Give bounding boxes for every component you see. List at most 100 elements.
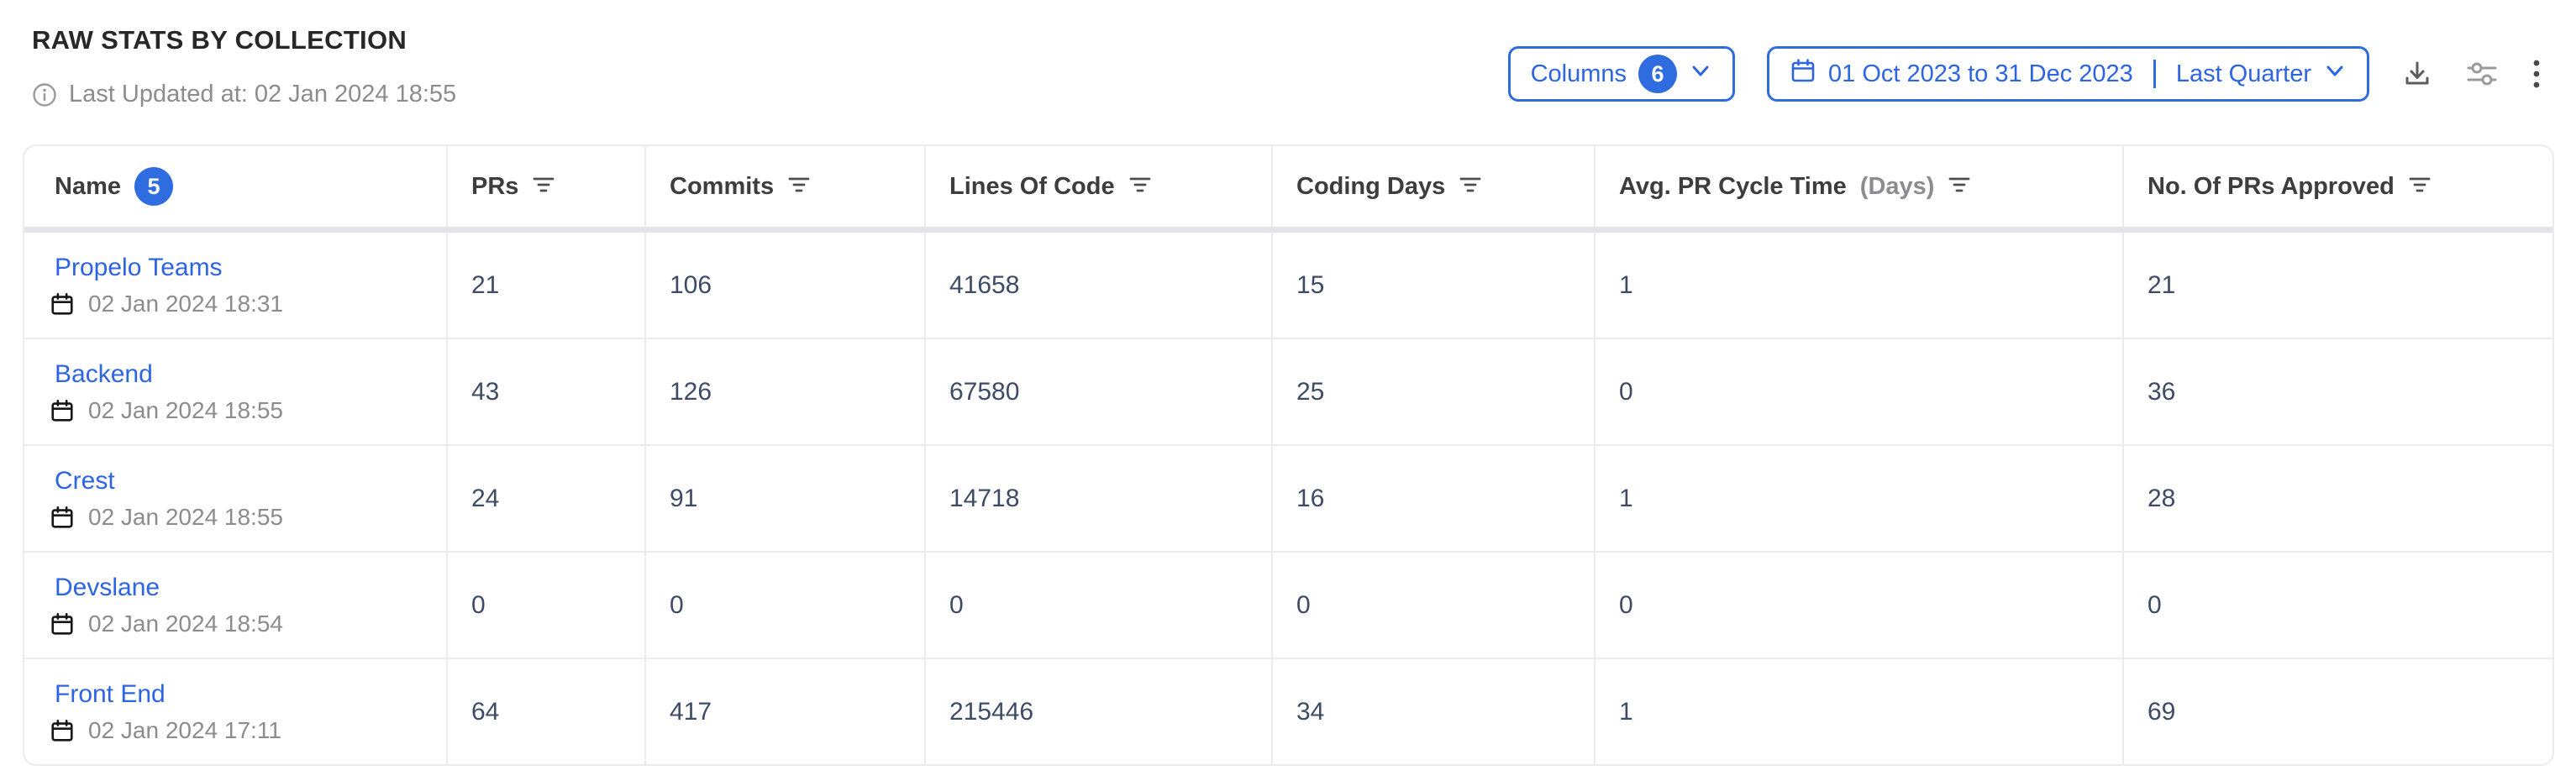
column-label: Commits xyxy=(670,172,775,200)
cell-coding_days: 34 xyxy=(1271,659,1594,764)
table-row: Propelo Teams 02 Jan 2024 18:31 21 106 41658… xyxy=(24,233,2552,339)
cell-prs_approved: 28 xyxy=(2122,446,2552,551)
cell-avg_pr_cycle: 1 xyxy=(1594,446,2122,551)
calendar-icon xyxy=(50,291,75,317)
collection-link[interactable]: Propelo Teams xyxy=(55,253,223,281)
column-header-avg_pr_cycle: Avg. PR Cycle Time (Days) xyxy=(1594,146,2122,227)
cell-loc: 215446 xyxy=(924,659,1271,764)
columns-button-label: Columns xyxy=(1530,60,1627,87)
column-header-commits: Commits xyxy=(644,146,924,227)
sliders-icon[interactable] xyxy=(2465,58,2499,90)
column-header-loc: Lines Of Code xyxy=(924,146,1271,227)
calendar-icon xyxy=(50,718,75,743)
name-count-badge: 5 xyxy=(134,167,173,206)
cell-loc: 41658 xyxy=(924,233,1271,338)
column-header-prs_approved: No. Of PRs Approved xyxy=(2122,146,2552,227)
collection-link[interactable]: Devslane xyxy=(55,573,160,601)
filter-lines-icon[interactable] xyxy=(532,173,555,201)
cell-avg_pr_cycle: 0 xyxy=(1594,339,2122,444)
calendar-icon xyxy=(50,611,75,637)
cell-prs: 43 xyxy=(446,339,644,444)
stats-table: Name 5 PRs Commits Lines Of Code Coding Days A… xyxy=(23,144,2554,766)
column-label: Coding Days xyxy=(1296,172,1446,200)
calendar-icon xyxy=(1790,57,1816,91)
cell-loc: 0 xyxy=(924,553,1271,658)
cell-avg_pr_cycle: 1 xyxy=(1594,233,2122,338)
chevron-down-icon xyxy=(1689,59,1712,89)
row-updated-text: 02 Jan 2024 18:55 xyxy=(88,396,283,423)
filter-lines-icon[interactable] xyxy=(1948,173,1971,201)
calendar-icon xyxy=(50,505,75,530)
column-label: No. Of PRs Approved xyxy=(2148,172,2395,200)
cell-prs_approved: 36 xyxy=(2122,339,2552,444)
row-updated: 02 Jan 2024 18:55 xyxy=(50,504,283,531)
kebab-menu-icon[interactable] xyxy=(2531,57,2542,91)
cell-loc: 67580 xyxy=(924,339,1271,444)
name-cell: Devslane 02 Jan 2024 18:54 xyxy=(24,553,446,658)
cell-coding_days: 0 xyxy=(1271,553,1594,658)
filter-lines-icon[interactable] xyxy=(1128,173,1152,201)
row-updated-text: 02 Jan 2024 17:11 xyxy=(88,716,281,743)
row-updated: 02 Jan 2024 18:55 xyxy=(50,397,283,424)
cell-prs: 64 xyxy=(446,659,644,764)
date-preset-text: Last Quarter xyxy=(2175,60,2311,87)
columns-count-badge: 6 xyxy=(1638,55,1678,93)
column-label: PRs xyxy=(471,172,519,200)
topbar: RAW STATS BY COLLECTION Last Updated at:… xyxy=(0,0,2576,144)
last-updated-text: Last Updated at: 02 Jan 2024 18:55 xyxy=(69,81,457,107)
row-updated: 02 Jan 2024 18:54 xyxy=(50,611,283,637)
cell-commits: 106 xyxy=(644,233,924,338)
toolbar: Columns 6 01 Oct 2023 to 31 Dec 2023 xyxy=(1507,46,2542,102)
table-row: Devslane 02 Jan 2024 18:54 0 0 0 0 0 0 xyxy=(24,553,2552,659)
column-label: Name xyxy=(55,172,121,200)
cell-avg_pr_cycle: 1 xyxy=(1594,659,2122,764)
row-updated-text: 02 Jan 2024 18:54 xyxy=(88,610,283,637)
row-updated-text: 02 Jan 2024 18:55 xyxy=(88,503,283,530)
date-range-text: 01 Oct 2023 to 31 Dec 2023 xyxy=(1828,60,2133,87)
column-label-suffix: (Days) xyxy=(1859,172,1935,200)
last-updated: Last Updated at: 02 Jan 2024 18:55 xyxy=(32,81,456,108)
column-header-name: Name 5 xyxy=(24,146,446,227)
cell-commits: 126 xyxy=(644,339,924,444)
cell-prs: 21 xyxy=(446,233,644,338)
name-cell: Crest 02 Jan 2024 18:55 xyxy=(24,446,446,551)
collection-link[interactable]: Crest xyxy=(55,466,115,495)
cell-prs_approved: 0 xyxy=(2122,553,2552,658)
table-row: Front End 02 Jan 2024 17:11 64 417 215446 34 1… xyxy=(24,659,2552,764)
cell-coding_days: 25 xyxy=(1271,339,1594,444)
calendar-icon xyxy=(50,398,75,423)
cell-commits: 417 xyxy=(644,659,924,764)
column-label: Lines Of Code xyxy=(949,172,1115,200)
name-cell: Propelo Teams 02 Jan 2024 18:31 xyxy=(24,233,446,338)
table-row: Crest 02 Jan 2024 18:55 24 91 14718 16 1 28 xyxy=(24,446,2552,553)
column-header-prs: PRs xyxy=(446,146,644,227)
table-header-row: Name 5 PRs Commits Lines Of Code Coding Days A… xyxy=(24,146,2552,233)
name-cell: Front End 02 Jan 2024 17:11 xyxy=(24,659,446,764)
cell-prs_approved: 69 xyxy=(2122,659,2552,764)
columns-button[interactable]: Columns 6 xyxy=(1507,46,1736,102)
filter-lines-icon[interactable] xyxy=(1459,173,1482,201)
filter-lines-icon[interactable] xyxy=(2408,173,2431,201)
collection-link[interactable]: Backend xyxy=(55,359,153,388)
cell-prs_approved: 21 xyxy=(2122,233,2552,338)
row-updated: 02 Jan 2024 17:11 xyxy=(50,717,281,744)
table-body: Propelo Teams 02 Jan 2024 18:31 21 106 41658… xyxy=(24,233,2552,764)
row-updated-text: 02 Jan 2024 18:31 xyxy=(88,290,283,317)
column-label: Avg. PR Cycle Time xyxy=(1619,172,1847,200)
download-icon[interactable] xyxy=(2401,58,2433,90)
cell-loc: 14718 xyxy=(924,446,1271,551)
cell-coding_days: 15 xyxy=(1271,233,1594,338)
cell-coding_days: 16 xyxy=(1271,446,1594,551)
date-range-button[interactable]: 01 Oct 2023 to 31 Dec 2023 Last Quarter xyxy=(1767,46,2369,102)
column-header-coding_days: Coding Days xyxy=(1271,146,1594,227)
date-divider xyxy=(2153,60,2156,88)
info-icon xyxy=(32,82,57,107)
table-row: Backend 02 Jan 2024 18:55 43 126 67580 25 0 36 xyxy=(24,339,2552,446)
row-updated: 02 Jan 2024 18:31 xyxy=(50,291,283,317)
collection-link[interactable]: Front End xyxy=(55,679,166,708)
cell-prs: 0 xyxy=(446,553,644,658)
cell-prs: 24 xyxy=(446,446,644,551)
filter-lines-icon[interactable] xyxy=(787,173,811,201)
cell-commits: 0 xyxy=(644,553,924,658)
